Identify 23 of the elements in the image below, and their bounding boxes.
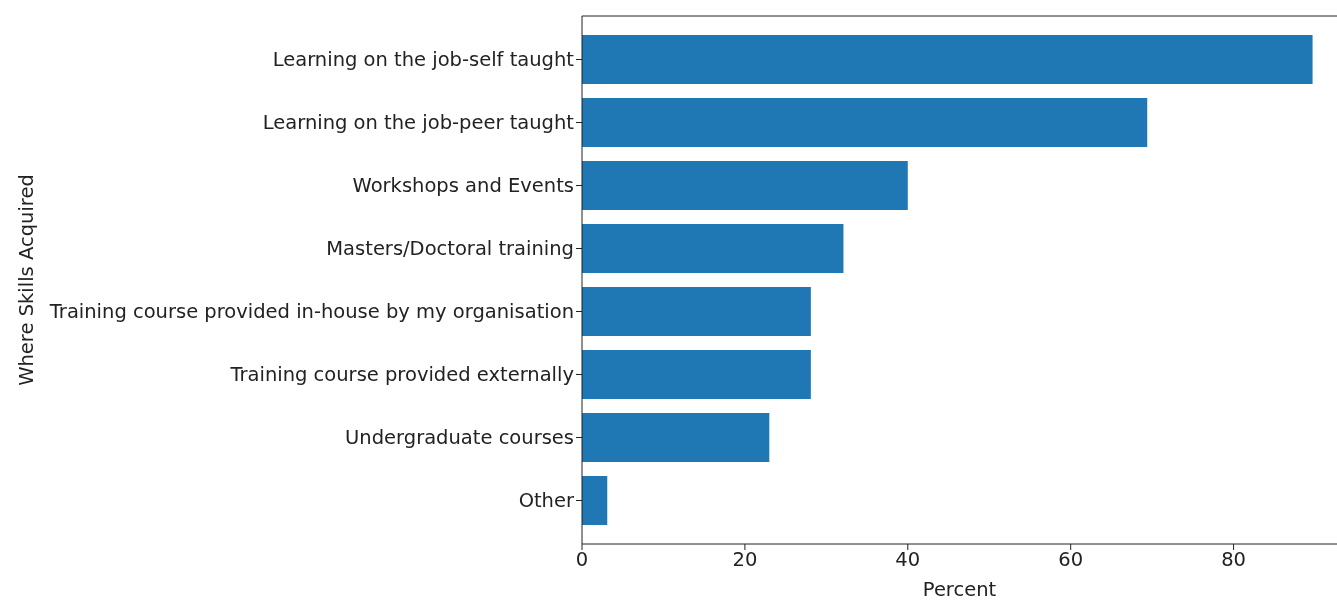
- x-tick-label: 0: [575, 547, 589, 571]
- y-tick-label: Learning on the job-self taught: [272, 48, 575, 72]
- y-tick-label: Training course provided in-house by my organisation: [48, 300, 574, 324]
- x-tick-label: 20: [732, 547, 758, 571]
- bar: [582, 223, 844, 273]
- y-tick-label: Training course provided externally: [229, 363, 574, 387]
- y-tick-label: Masters/Doctoral training: [326, 237, 574, 261]
- x-tick-label: 80: [1221, 547, 1246, 571]
- bar: [582, 412, 770, 462]
- x-tick-label: 40: [895, 547, 921, 571]
- x-axis-title: Percent: [922, 578, 997, 601]
- bar: [582, 349, 811, 399]
- y-tick-label: Workshops and Events: [352, 174, 574, 198]
- y-tick-label: Undergraduate courses: [345, 426, 574, 450]
- x-tick-label: 60: [1058, 547, 1084, 571]
- bar: [582, 160, 908, 210]
- bar: [582, 34, 1313, 84]
- bar: [582, 286, 811, 336]
- y-tick-label: Learning on the job-peer taught: [262, 111, 575, 135]
- y-tick-label: Other: [518, 489, 575, 513]
- y-axis-title: Where Skills Acquired: [14, 174, 38, 386]
- bar: [582, 97, 1148, 147]
- bar: [582, 475, 608, 525]
